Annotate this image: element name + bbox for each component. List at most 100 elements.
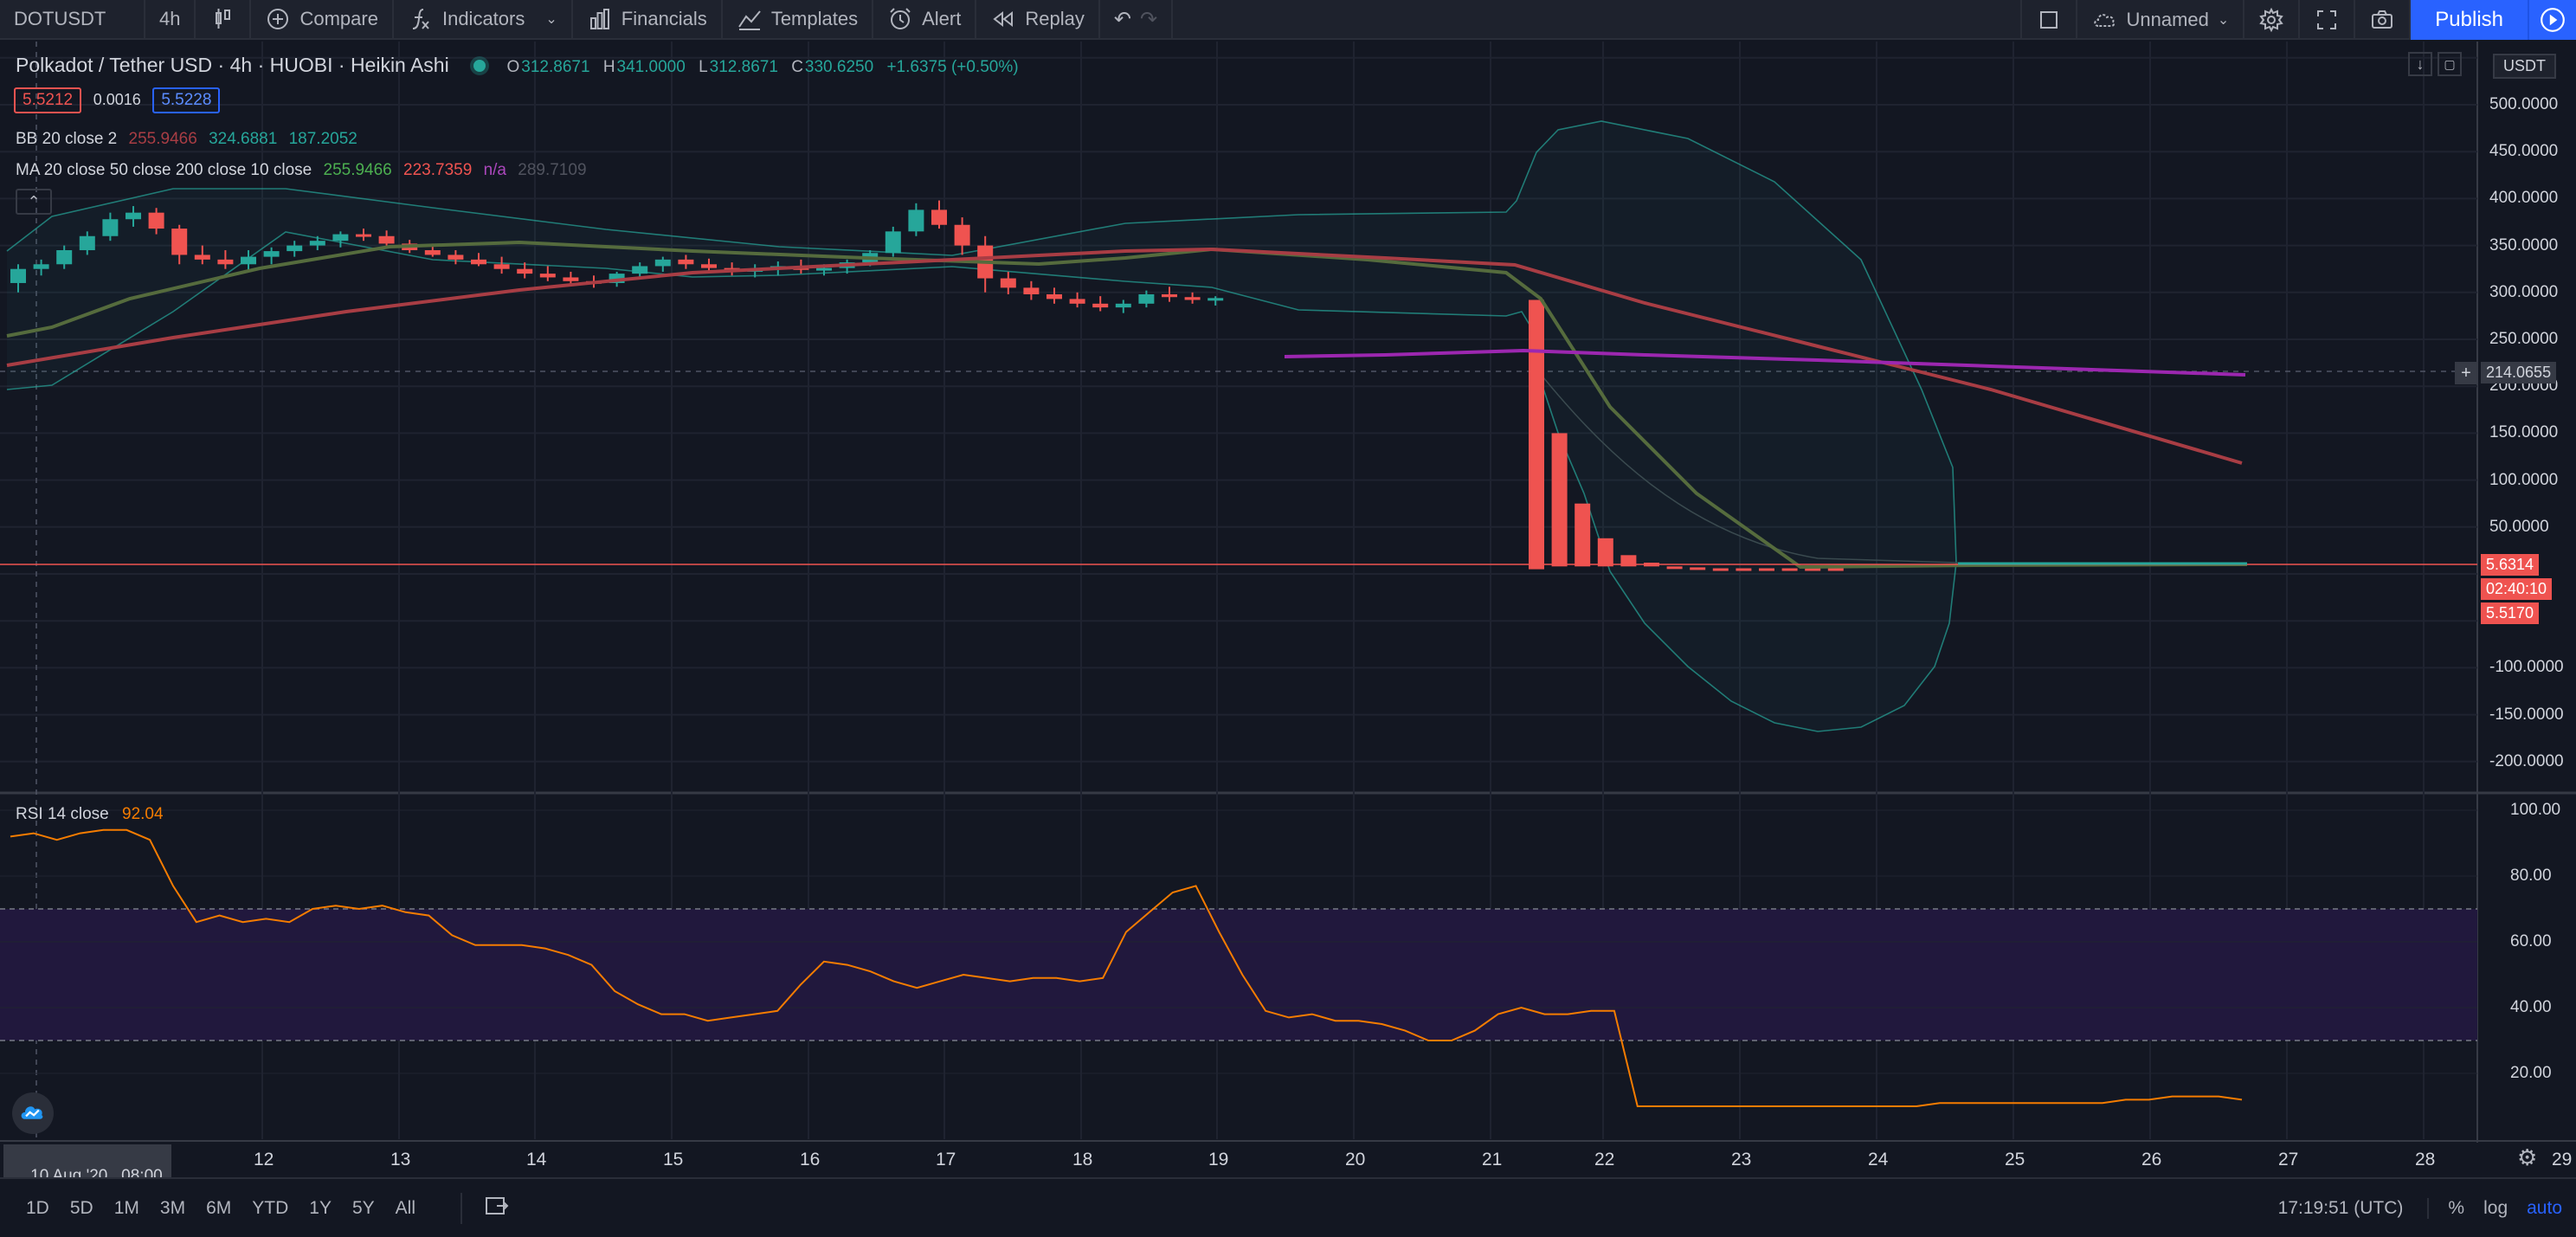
chart-style-button[interactable]: [196, 0, 252, 39]
candle: [241, 256, 256, 265]
ask-box[interactable]: 5.5228: [152, 87, 221, 113]
plus-circle-icon: [267, 9, 289, 29]
currency-badge[interactable]: USDT: [2493, 54, 2556, 79]
range-1d[interactable]: 1D: [26, 1197, 49, 1218]
auto-toggle[interactable]: auto: [2527, 1197, 2562, 1218]
alert-button[interactable]: Alert: [873, 0, 977, 39]
rsi-legend[interactable]: RSI 14 close 92.04: [16, 805, 164, 824]
time-axis-label: 26: [2141, 1150, 2162, 1169]
range-ytd[interactable]: YTD: [252, 1197, 289, 1218]
publish-label: Publish: [2435, 8, 2503, 31]
time-axis-label: 12: [254, 1150, 274, 1169]
crosshair-add-button[interactable]: +: [2455, 362, 2477, 384]
time-axis-label: 16: [800, 1150, 821, 1169]
candle: [1023, 287, 1040, 294]
ohlc-values: O 312.8671 H 341.0000 L 312.8671 C 330.6250 …: [506, 58, 1019, 76]
publish-play-button[interactable]: [2528, 0, 2576, 40]
crosshair-price-tag: 214.0655: [2481, 362, 2557, 383]
candle: [194, 254, 210, 260]
range-1y[interactable]: 1Y: [309, 1197, 332, 1218]
price-axis-label: -100.0000: [2489, 658, 2564, 677]
candle: [1666, 566, 1683, 570]
time-axis-label: 15: [663, 1150, 684, 1169]
interval-button[interactable]: 4h: [145, 0, 196, 39]
indicators-button[interactable]: Indicators ⌄: [394, 0, 573, 39]
candle: [309, 241, 325, 246]
bid-box[interactable]: 5.5212: [14, 87, 82, 113]
interval-label: 4h: [159, 8, 181, 29]
candle: [1069, 299, 1085, 304]
candle: [1529, 300, 1544, 570]
financials-button[interactable]: Financials: [573, 0, 723, 39]
range-5y[interactable]: 5Y: [351, 1197, 375, 1218]
top-toolbar: DOTUSDT 4h Compare Indicators ⌄ Financia…: [0, 0, 2576, 40]
range-3m[interactable]: 3M: [159, 1197, 186, 1218]
range-all[interactable]: All: [395, 1197, 415, 1218]
cloud-icon: [2094, 14, 2116, 27]
price-axis-label: 400.0000: [2489, 189, 2559, 208]
undo-icon: ↶: [1113, 7, 1131, 31]
undo-button[interactable]: ↶ ↷: [1100, 0, 1174, 39]
candle: [885, 231, 901, 254]
maximize-icon[interactable]: ▢: [2438, 52, 2462, 76]
toolbar-right-group: Unnamed ⌄ Publish: [2020, 0, 2576, 40]
candle: [287, 245, 303, 252]
candle: [33, 264, 49, 269]
redo-icon[interactable]: ↷: [1139, 7, 1158, 31]
publish-button[interactable]: Publish: [2411, 0, 2528, 40]
symbol-search[interactable]: DOTUSDT: [0, 0, 145, 39]
templates-button[interactable]: Templates: [723, 0, 874, 39]
rsi-axis-label: 40.00: [2510, 998, 2552, 1016]
bb-upper: 324.6881: [209, 130, 278, 148]
candle: [701, 264, 717, 268]
layout-name-button[interactable]: Unnamed ⌄: [2077, 0, 2245, 40]
log-toggle[interactable]: log: [2483, 1197, 2508, 1218]
snapshot-button[interactable]: [2355, 0, 2412, 40]
symbol-title[interactable]: Polkadot / Tether USD: [16, 54, 213, 76]
range-1m[interactable]: 1M: [113, 1197, 139, 1218]
bb-legend[interactable]: BB 20 close 2 255.9466 324.6881 187.2052: [16, 130, 357, 149]
spread-value: 0.0016: [93, 91, 141, 108]
candle: [102, 219, 119, 236]
compare-button[interactable]: Compare: [251, 0, 394, 39]
ma-legend[interactable]: MA 20 close 50 close 200 close 10 close …: [16, 161, 587, 180]
chart-grid: [0, 42, 2576, 1143]
time-axis-label: 13: [390, 1150, 411, 1169]
candle: [1827, 568, 1844, 571]
candle: [171, 229, 188, 255]
arrow-down-icon[interactable]: ↓: [2408, 52, 2432, 76]
bottom-toolbar: 1D 5D 1M 3M 6M YTD 1Y 5Y All 17:19:51 (UTC) % lo…: [0, 1177, 2576, 1237]
candle: [1620, 555, 1637, 567]
time-axis-label: 25: [2005, 1150, 2025, 1169]
range-6m[interactable]: 6M: [206, 1197, 232, 1218]
percent-toggle[interactable]: %: [2448, 1197, 2465, 1218]
goto-date-button[interactable]: [460, 1192, 509, 1224]
candle: [79, 235, 95, 251]
bb-fill: [7, 121, 1956, 731]
bb-basis-line: [1531, 363, 1959, 564]
main-legend: Polkadot / Tether USD · 4h · HUOBI · Hei…: [16, 54, 1019, 76]
utc-clock[interactable]: 17:19:51 (UTC): [2278, 1197, 2430, 1219]
play-circle-icon: [2541, 8, 2565, 32]
templates-label: Templates: [770, 8, 859, 29]
candle: [332, 234, 349, 242]
candle: [1690, 567, 1706, 570]
tradingview-logo[interactable]: [12, 1092, 54, 1134]
range-5d[interactable]: 5D: [69, 1197, 93, 1218]
fullscreen-button[interactable]: [2300, 0, 2356, 40]
candle: [954, 224, 970, 246]
calendar-goto-icon: [486, 1196, 509, 1214]
collapse-legend-button[interactable]: ⌃: [16, 189, 52, 215]
ma1-value: 255.9466: [323, 161, 392, 179]
replay-button[interactable]: Replay: [976, 0, 1100, 39]
candle: [931, 209, 947, 225]
templates-icon: [737, 10, 761, 30]
select-layout-button[interactable]: [2020, 0, 2078, 40]
candles-icon: [216, 9, 231, 29]
time-axis-label: 18: [1072, 1150, 1093, 1169]
settings-button[interactable]: [2244, 0, 2301, 40]
time-axis-label: 23: [1731, 1150, 1752, 1169]
rsi-axis-label: 100.00: [2510, 801, 2561, 819]
time-axis-settings-button[interactable]: ⚙: [2517, 1144, 2537, 1171]
